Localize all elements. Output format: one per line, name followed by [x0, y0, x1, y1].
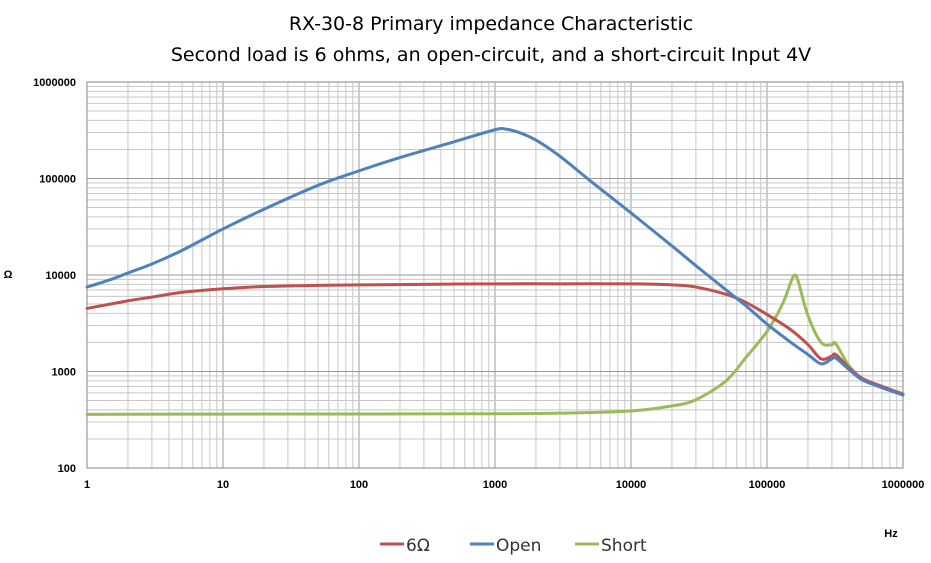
- series-line-short: [85, 273, 905, 416]
- chart-title: RX-30-8 Primary impedance Characteristic: [289, 13, 693, 35]
- x-tick-label: 10000: [616, 479, 647, 491]
- y-tick-label: 100000: [39, 174, 76, 186]
- legend-label: 6Ω: [406, 536, 430, 556]
- plot-border: [86, 81, 904, 469]
- x-axis-label: Hz: [884, 528, 898, 540]
- x-axis-ticks: 1 10 100 1000 10000 100000 1000000: [84, 479, 924, 491]
- y-tick-label: 1000000: [33, 77, 76, 89]
- y-tick-label: 1000: [52, 367, 76, 379]
- x-tick-label: 100: [350, 479, 368, 491]
- x-tick-label: 1000: [483, 479, 507, 491]
- legend-label: Short: [601, 536, 647, 556]
- y-tick-label: 10000: [45, 270, 76, 282]
- x-tick-label: 10: [217, 479, 229, 491]
- grid-lines: [86, 82, 903, 469]
- y-tick-label: 100: [58, 463, 76, 475]
- series-line-6ohm: [85, 282, 905, 396]
- y-axis-ticks: 100 1000 10000 100000 1000000: [33, 77, 76, 475]
- y-axis-label: Ω: [4, 269, 13, 281]
- series-line-open: [85, 126, 905, 397]
- chart-subtitle: Second load is 6 ohms, an open-circuit, …: [171, 44, 811, 66]
- data-series: [85, 126, 905, 416]
- x-tick-label: 100000: [749, 479, 786, 491]
- legend-label: Open: [496, 536, 541, 556]
- x-tick-label: 1: [84, 479, 90, 491]
- x-tick-label: 1000000: [882, 479, 925, 491]
- legend: 6Ω Open Short: [380, 536, 647, 556]
